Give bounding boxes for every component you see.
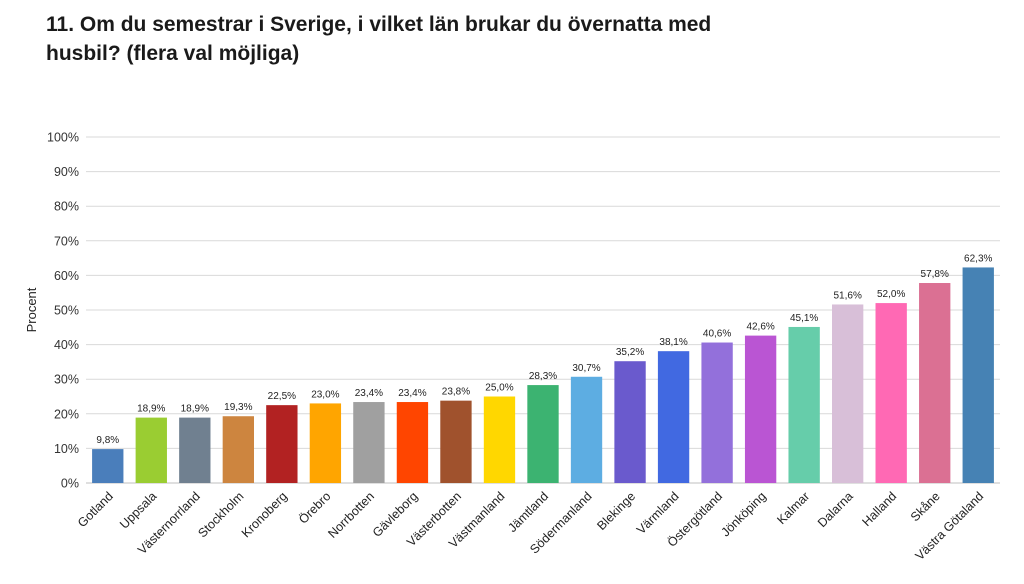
data-label: 19,3% <box>224 402 252 413</box>
data-label: 30,7% <box>572 363 600 374</box>
category-label: Jämtland <box>505 489 551 535</box>
data-label: 40,6% <box>703 329 731 340</box>
data-label: 23,0% <box>311 389 339 400</box>
category-label: Jönköping <box>719 489 769 539</box>
bar <box>266 405 298 483</box>
bar <box>396 402 429 483</box>
bar <box>831 304 864 483</box>
data-label: 51,6% <box>833 290 861 301</box>
bar <box>875 303 907 483</box>
bar <box>92 449 124 483</box>
category-label: Dalarna <box>815 489 856 530</box>
bar <box>570 376 603 483</box>
y-tick-label: 100% <box>47 131 79 145</box>
category-label: Örebro <box>296 489 333 526</box>
y-tick-label: 60% <box>54 269 79 283</box>
data-label: 22,5% <box>268 391 296 402</box>
bar <box>919 283 951 483</box>
bar <box>135 417 167 483</box>
y-tick-label: 90% <box>54 165 79 179</box>
category-label: Kronoberg <box>239 489 290 540</box>
category-label: Blekinge <box>594 489 638 533</box>
data-label: 38,1% <box>659 337 687 348</box>
data-label: 42,6% <box>746 322 774 333</box>
category-label: Kalmar <box>774 489 812 527</box>
data-label: 23,4% <box>355 388 383 399</box>
bar <box>744 335 777 483</box>
data-label: 23,4% <box>398 388 426 399</box>
data-label: 18,9% <box>137 404 165 415</box>
bar <box>614 361 646 483</box>
y-tick-label: 0% <box>61 477 79 491</box>
y-axis-title: Procent <box>24 287 39 332</box>
data-label: 35,2% <box>616 347 644 358</box>
data-label: 25,0% <box>485 383 513 394</box>
data-label: 28,3% <box>529 371 557 382</box>
data-label: 57,8% <box>921 269 949 280</box>
bar <box>483 396 516 483</box>
data-label: 9,8% <box>96 435 119 446</box>
bar <box>222 416 255 483</box>
y-tick-label: 20% <box>54 407 79 421</box>
bar <box>788 326 820 483</box>
y-tick-label: 40% <box>54 338 79 352</box>
bar <box>701 342 733 483</box>
bar <box>309 403 342 483</box>
category-label: Uppsala <box>117 489 159 531</box>
category-label: Skåne <box>908 489 943 524</box>
data-label: 62,3% <box>964 253 992 264</box>
y-tick-label: 70% <box>54 234 79 248</box>
data-labels: 9,8% 18,9% 18,9% 19,3% 22,5% 23,0% 23,4% 23,4% 2… <box>96 253 992 446</box>
y-tick-label: 50% <box>54 304 79 318</box>
data-label: 45,1% <box>790 313 818 324</box>
y-tick-label: 10% <box>54 442 79 456</box>
bars <box>92 267 994 483</box>
category-label: Gotland <box>75 489 116 530</box>
bar <box>657 351 690 483</box>
bar <box>440 400 472 483</box>
y-tick-label: 80% <box>54 200 79 214</box>
category-labels: Gotland UppsalaVästernorrlandStockholmKro… <box>75 489 986 563</box>
data-label: 52,0% <box>877 289 905 300</box>
bar <box>353 402 385 483</box>
bar <box>962 267 994 483</box>
y-tick-labels: 0% 10% 20% 30% 40% 50% 60% 70% 80% 90% 100% <box>47 131 79 491</box>
bar <box>527 385 559 483</box>
data-label: 23,8% <box>442 387 470 398</box>
category-label: Stockholm <box>195 489 246 540</box>
chart-title: 11. Om du semestrar i Sverige, i vilket … <box>46 13 712 65</box>
y-tick-label: 30% <box>54 373 79 387</box>
bar <box>179 417 211 483</box>
category-label: Halland <box>859 489 899 529</box>
category-label: Norrbotten <box>325 489 377 541</box>
data-label: 18,9% <box>181 404 209 415</box>
